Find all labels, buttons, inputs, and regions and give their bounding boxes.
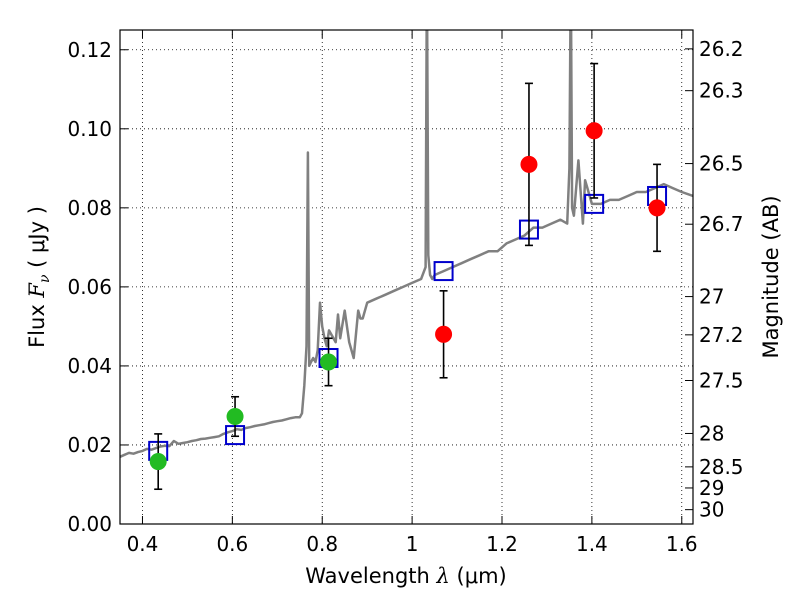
x-tick-label: 1.2 <box>486 532 518 556</box>
observed-optical-point <box>320 353 338 371</box>
x-tick-label: 1.4 <box>576 532 608 556</box>
y2-tick-label: 29 <box>699 476 724 500</box>
observed-nir-point <box>585 122 603 140</box>
y2-tick-label: 26.3 <box>699 79 744 103</box>
y2-tick-label: 26.7 <box>699 212 744 236</box>
y-tick-label: 0.00 <box>67 512 112 536</box>
y2-tick-label: 28.5 <box>699 455 744 479</box>
y2-axis-label: Magnitude (AB) <box>759 195 783 358</box>
y-tick-label: 0.12 <box>67 38 112 62</box>
observed-nir-point <box>435 325 453 343</box>
x-tick-label: 0.6 <box>216 532 248 556</box>
observed-optical-point <box>226 408 244 426</box>
plot-frame <box>119 29 694 525</box>
model-spectrum-line <box>120 30 693 458</box>
photometry-layer <box>148 62 668 491</box>
y2-tick-label: 27.5 <box>699 369 744 393</box>
x-tick-label: 0.8 <box>306 532 338 556</box>
y-tick-label: 0.02 <box>67 433 112 457</box>
y2-tick-label: 30 <box>699 498 724 522</box>
y2-tick-label: 27.2 <box>699 323 744 347</box>
x-tick-label: 1 <box>406 532 419 556</box>
plot-background <box>120 30 693 524</box>
y2-tick-label: 26.2 <box>699 37 744 61</box>
x-axis-label: Wavelength λ (μm) <box>305 564 506 588</box>
y-tick-label: 0.06 <box>67 275 112 299</box>
y-tick-label: 0.08 <box>67 196 112 220</box>
y-axis-label: Flux Fν ( μJy ) <box>25 206 53 348</box>
y2-tick-label: 28 <box>699 421 724 445</box>
axis-ticks: 0.4 0.6 0.8 1 1.2 1.4 1.6 0.00 0.02 0.04 0.06 0.08 0… <box>67 30 744 556</box>
model-spectrum-layer <box>120 30 693 458</box>
observed-nir-point <box>520 155 538 173</box>
y2-tick-label: 26.5 <box>699 152 744 176</box>
observed-optical-point <box>149 453 167 471</box>
y-tick-label: 0.10 <box>67 117 112 141</box>
y-tick-label: 0.04 <box>67 354 112 378</box>
model-photometry-square <box>433 261 454 282</box>
x-tick-label: 0.4 <box>127 532 159 556</box>
observed-nir-point <box>648 199 666 217</box>
y2-tick-label: 27 <box>699 285 724 309</box>
x-tick-label: 1.6 <box>666 532 698 556</box>
